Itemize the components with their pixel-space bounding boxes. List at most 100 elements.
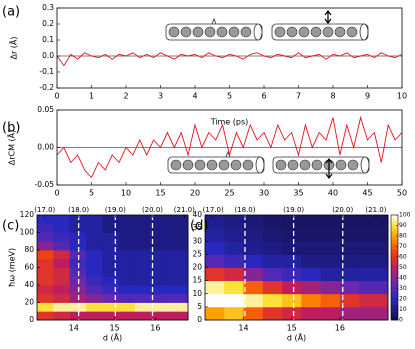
colorbar-segment [391,267,398,270]
colorbar-segment [391,286,398,289]
x-tick-label: 0 [54,92,59,101]
heat-cell [282,241,302,255]
heat-cell [167,302,189,312]
heat-cell [282,254,302,268]
heat-cell [134,223,152,233]
heat-cell [151,232,168,242]
panel-label: (d) [190,219,208,234]
colorbar-segment [391,263,398,266]
heat-cell [167,250,189,260]
x-tick-label: 4 [192,92,197,101]
heat-cell [53,250,71,260]
colorbar-segment [391,294,398,298]
heat-cell [85,258,103,268]
heat-cell [37,267,54,277]
x-tick-label: 14 [238,324,248,333]
heat-cell [37,241,54,251]
heat-cell [118,241,136,251]
heat-cell [37,250,54,260]
colorbar-tick-label: 100 [399,212,411,219]
heat-cell [339,254,360,268]
x-tick-label: 15 [109,324,119,333]
heat-cell [53,311,71,321]
x-tick-label: 50 [397,189,407,198]
colorbar-segment [391,292,398,296]
y-axis-title: ħω (meV) [8,248,17,287]
heat-cell [118,215,136,225]
heat-cell [118,276,136,286]
heat-cell [151,311,168,321]
x-tick-label: 10 [397,92,407,101]
heat-cell [134,215,152,225]
heat-cell [339,215,360,229]
colorbar-tick-label: 0 [399,317,403,324]
heat-cell [134,267,152,277]
top-tick-label: (17.0) [34,206,55,214]
y-tick-label: 100 [20,228,35,237]
colorbar-segment [391,269,398,272]
colorbar-segment [391,303,398,306]
heat-cell [320,267,341,282]
colorbar-segment [391,307,398,310]
heat-cell [151,267,168,277]
colorbar-segment [391,313,398,317]
heat-cell [151,293,168,303]
heat-cell [37,311,54,321]
heat-cell [282,306,302,321]
heat-cell [53,276,71,286]
heat-cell [282,280,302,295]
y-tick-label: -0.1 [39,67,54,76]
data-line [56,115,403,179]
colorbar-tick-label: 70 [399,243,407,250]
colorbar-tick-label: 80 [399,233,407,240]
panel-label: (a) [2,5,20,20]
heat-cell [205,306,225,321]
x-tick-label: 45 [362,189,372,198]
panel: (17.0) (18.0) (19.0) (20.0) (21.0) 14 15 16 0 20 4… [2,206,195,343]
heat-cell [243,254,264,268]
x-tick-label: 40 [328,189,338,198]
heat-cell [118,285,136,295]
colorbar-segment [391,317,398,321]
heat-cell [167,232,189,242]
colorbar-segment [391,240,398,243]
colorbar-segment [391,282,398,285]
heat-cell [301,280,321,295]
heat-cell [85,215,103,225]
heat-cell [151,258,168,268]
data-line [56,52,403,67]
heat-cell [167,293,189,303]
y-tick-label: 0.3 [42,3,54,12]
heat-cell [53,241,71,251]
colorbar-segment [391,290,398,293]
heat-cell [243,280,264,295]
heat-cell [320,280,341,295]
heat-cell [118,258,136,268]
heat-cell [53,223,71,233]
heat-cell [167,223,189,233]
heat-cell [262,267,283,282]
heat-cell [53,285,71,295]
heat-cell [301,293,321,308]
top-tick-label: (21.0) [174,206,195,214]
heat-cell [262,228,283,242]
heat-cell [359,293,389,308]
heat-cell [301,215,321,229]
colorbar-segment [391,238,398,241]
x-tick-label: 20 [190,189,200,198]
heat-cell [339,267,360,282]
heat-cell [53,215,71,225]
panel-label: (b) [2,121,20,136]
heat-cell [339,280,360,295]
colorbar-segment [391,261,398,264]
heat-cell [320,228,341,242]
x-axis-title: d (Å) [103,332,122,343]
heat-cell [102,258,120,268]
heat-cell [85,250,103,260]
colorbar-tick-label: 60 [399,254,407,261]
heat-cell [167,241,189,251]
colorbar-segment [391,301,398,304]
y-tick-label: 20 [192,263,202,272]
colorbar-segment [391,248,398,251]
heat-cell [85,293,103,303]
